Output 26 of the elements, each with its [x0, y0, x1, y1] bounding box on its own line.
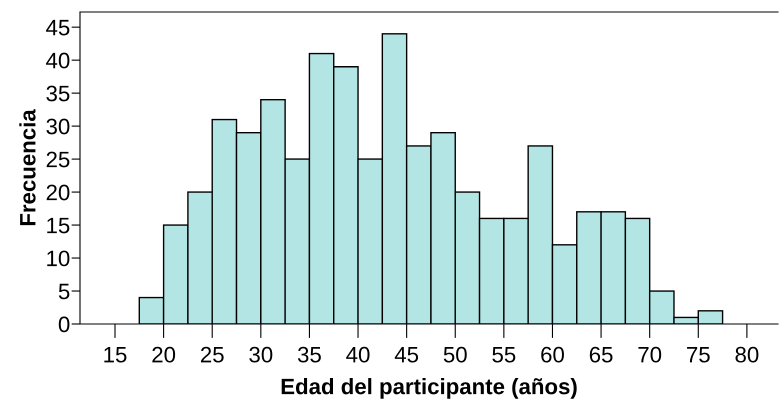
x-tick-label: 40 — [346, 346, 370, 363]
x-tick-label: 15 — [104, 347, 126, 363]
y-tick-label: 20 — [46, 184, 70, 200]
y-tick-label: 15 — [47, 218, 70, 234]
x-tick-label: 75 — [687, 347, 710, 363]
x-tick-label: 60 — [541, 346, 564, 363]
y-tick-label: 0 — [58, 316, 70, 332]
x-tick-label: 80 — [736, 346, 758, 363]
y-tick-label: 25 — [46, 152, 70, 168]
x-axis-title: Edad del participante (años) — [282, 378, 577, 399]
y-tick-label: 5 — [58, 284, 70, 300]
x-tick-label: 55 — [492, 347, 516, 363]
y-tick-label: 10 — [47, 250, 70, 266]
y-tick-label: 30 — [46, 118, 70, 134]
x-tick-label: 45 — [394, 347, 418, 363]
x-tick-label: 30 — [249, 346, 272, 363]
y-tick-label: 45 — [46, 20, 70, 36]
x-tick-label: 50 — [444, 346, 467, 363]
x-tick-label: 65 — [590, 346, 612, 363]
x-tick-label: 25 — [200, 346, 224, 363]
x-tick-label: 35 — [298, 346, 321, 363]
x-tick-label: 20 — [152, 346, 176, 363]
y-tick-label: 35 — [46, 86, 70, 102]
y-axis-title: Frecuencia — [19, 109, 36, 226]
y-tick-label: 40 — [46, 52, 70, 68]
x-tick-label: 70 — [638, 346, 662, 363]
